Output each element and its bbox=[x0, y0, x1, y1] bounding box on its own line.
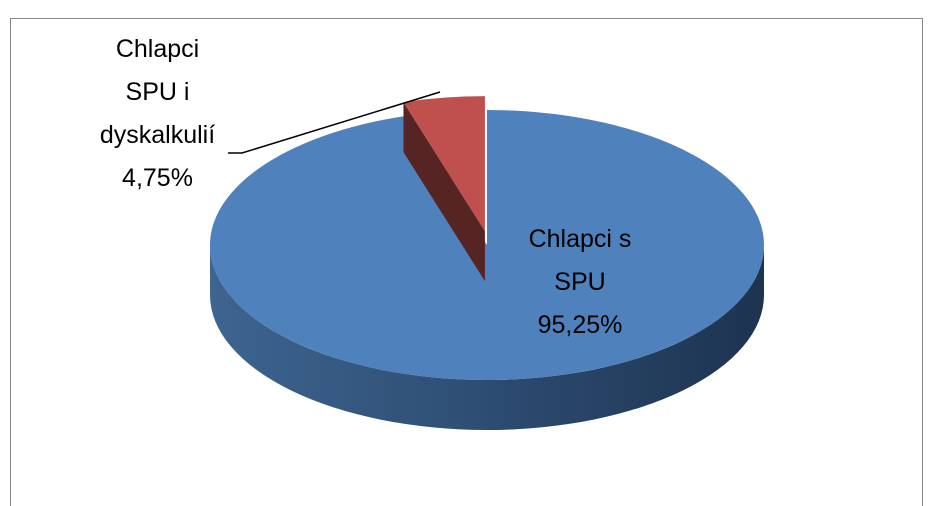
chart-border bbox=[10, 18, 923, 506]
slice bbox=[209, 110, 765, 380]
slice-label: Chlapci s SPU 95,25% bbox=[510, 218, 650, 347]
leader-line bbox=[228, 91, 441, 154]
category-label: Chlapci s SPU bbox=[528, 225, 632, 296]
slice-side bbox=[403, 102, 485, 282]
slice bbox=[403, 96, 485, 232]
slice-label: Chlapci SPU i dyskalkulií 4,75% bbox=[90, 28, 225, 200]
slice-side bbox=[210, 245, 764, 430]
value-label: 4,75% bbox=[122, 164, 193, 192]
value-label: 95,25% bbox=[537, 311, 623, 339]
category-label: Chlapci SPU i dyskalkulií bbox=[99, 35, 216, 149]
